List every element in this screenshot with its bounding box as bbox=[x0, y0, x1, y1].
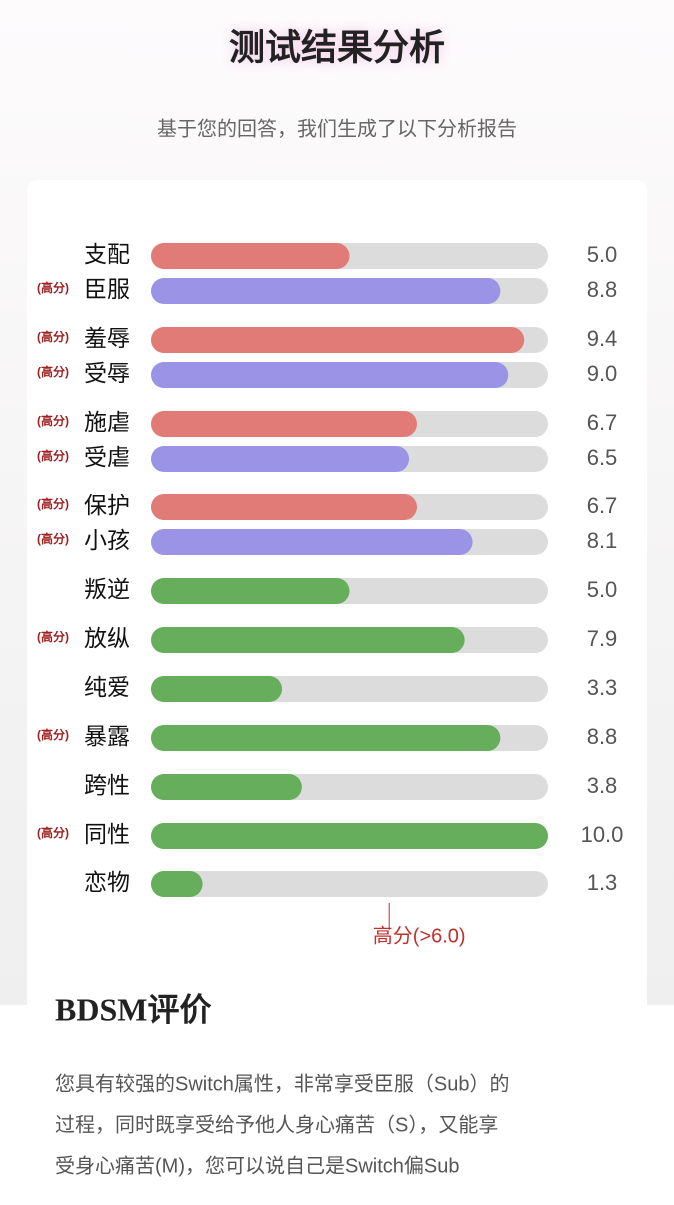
threshold-label: 高分(>6.0) bbox=[373, 924, 466, 947]
category-label: 受虐 bbox=[84, 444, 130, 470]
category-label: 纯爱 bbox=[84, 674, 130, 700]
bar bbox=[151, 362, 509, 388]
bar bbox=[151, 327, 525, 353]
category-label: 羞辱 bbox=[84, 325, 130, 351]
high-tag: (高分) bbox=[37, 329, 69, 344]
category-label: 暴露 bbox=[84, 723, 130, 749]
value-label: 1.3 bbox=[587, 870, 618, 895]
bar bbox=[151, 578, 350, 604]
high-tag: (高分) bbox=[37, 531, 69, 546]
category-label: 施虐 bbox=[84, 409, 130, 435]
eval-text: 受身心痛苦(M)，您可以说自己是Switch偏Sub bbox=[55, 1154, 459, 1177]
bar bbox=[151, 871, 203, 897]
bar bbox=[151, 823, 548, 849]
value-label: 9.0 bbox=[587, 361, 618, 386]
value-label: 5.0 bbox=[587, 577, 618, 602]
category-label: 放纵 bbox=[84, 625, 130, 651]
value-label: 8.1 bbox=[587, 528, 618, 553]
high-tag: (高分) bbox=[37, 629, 69, 644]
bar bbox=[151, 725, 501, 751]
bar bbox=[151, 411, 417, 437]
value-label: 3.3 bbox=[587, 675, 618, 700]
value-label: 6.7 bbox=[587, 493, 618, 518]
category-label: 恋物 bbox=[84, 869, 130, 895]
eval-text: 过程，同时既享受给予他人身心痛苦（S），又能享 bbox=[55, 1113, 498, 1136]
bar bbox=[151, 446, 410, 472]
bar-track bbox=[151, 871, 548, 897]
value-label: 7.9 bbox=[587, 626, 618, 651]
bar bbox=[151, 676, 283, 702]
bar bbox=[151, 627, 465, 653]
value-label: 8.8 bbox=[587, 277, 618, 302]
value-label: 6.7 bbox=[587, 410, 618, 435]
high-tag: (高分) bbox=[37, 727, 69, 742]
category-label: 跨性 bbox=[84, 772, 130, 798]
category-label: 保护 bbox=[84, 492, 130, 518]
eval-heading: BDSM评价 bbox=[55, 991, 211, 1027]
bar bbox=[151, 278, 501, 304]
value-label: 8.8 bbox=[587, 724, 618, 749]
category-label: 叛逆 bbox=[84, 576, 130, 602]
eval-background bbox=[0, 1005, 674, 1200]
subtitle: 基于您的回答，我们生成了以下分析报告 bbox=[157, 117, 517, 140]
value-label: 6.5 bbox=[587, 445, 618, 470]
category-label: 受辱 bbox=[84, 360, 130, 386]
title-glow: 测试结果分析 bbox=[229, 27, 445, 68]
high-tag: (高分) bbox=[37, 364, 69, 379]
high-tag: (高分) bbox=[37, 413, 69, 428]
high-tag: (高分) bbox=[37, 496, 69, 511]
category-label: 臣服 bbox=[84, 276, 130, 302]
high-tag: (高分) bbox=[37, 825, 69, 840]
bar bbox=[151, 494, 417, 520]
eval-text: 您具有较强的Switch属性，非常享受臣服（Sub）的 bbox=[55, 1072, 510, 1095]
high-tag: (高分) bbox=[37, 280, 69, 295]
high-tag: (高分) bbox=[37, 448, 69, 463]
category-label: 支配 bbox=[84, 241, 130, 267]
bar bbox=[151, 243, 350, 269]
category-label: 同性 bbox=[84, 821, 130, 847]
value-label: 9.4 bbox=[587, 326, 618, 351]
value-label: 5.0 bbox=[587, 242, 618, 267]
bar bbox=[151, 529, 473, 555]
category-label: 小孩 bbox=[84, 527, 130, 553]
chart-title: 测试结果分析 bbox=[229, 27, 445, 68]
value-label: 10.0 bbox=[581, 822, 624, 847]
value-label: 3.8 bbox=[587, 773, 618, 798]
bar bbox=[151, 774, 302, 800]
